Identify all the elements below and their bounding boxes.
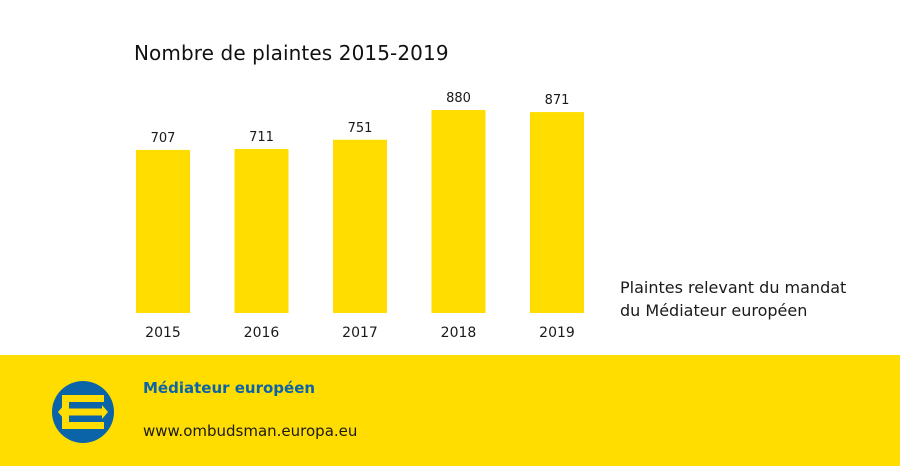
data-label-2018: 880	[446, 91, 471, 106]
bar-2016	[234, 148, 289, 313]
bar-2018	[431, 110, 486, 313]
bar-2019	[530, 112, 584, 313]
data-label-2016: 711	[249, 130, 274, 145]
bar-2015	[136, 149, 190, 313]
x-tick-2018: 2018	[441, 325, 477, 341]
org-name: Médiateur européen	[143, 379, 316, 397]
footer: Médiateur européen www.ombudsman.europa.…	[0, 355, 900, 466]
org-url-link[interactable]: www.ombudsman.europa.eu	[143, 422, 358, 440]
data-label-2015: 707	[151, 131, 176, 146]
data-label-2019: 871	[545, 93, 570, 108]
bar-chart: 707 2015 711 2016 751 2017 880 2018 871 2019	[136, 91, 584, 341]
chart-area: Nombre de plaintes 2015-2019 707 2015 711 2…	[134, 41, 880, 341]
data-label-2017: 751	[348, 121, 373, 136]
bar-2017	[333, 139, 387, 313]
legend-line-2: du Médiateur européen	[620, 301, 808, 320]
legend-text: Plaintes relevant du mandat du Médiateur…	[620, 276, 880, 322]
x-tick-2016: 2016	[244, 325, 280, 341]
ombudsman-logo-icon	[52, 381, 114, 443]
x-tick-2019: 2019	[539, 325, 575, 341]
x-tick-2017: 2017	[342, 325, 378, 341]
legend-line-1: Plaintes relevant du mandat	[620, 278, 847, 297]
x-tick-2015: 2015	[145, 325, 181, 341]
chart-title: Nombre de plaintes 2015-2019	[134, 41, 449, 65]
